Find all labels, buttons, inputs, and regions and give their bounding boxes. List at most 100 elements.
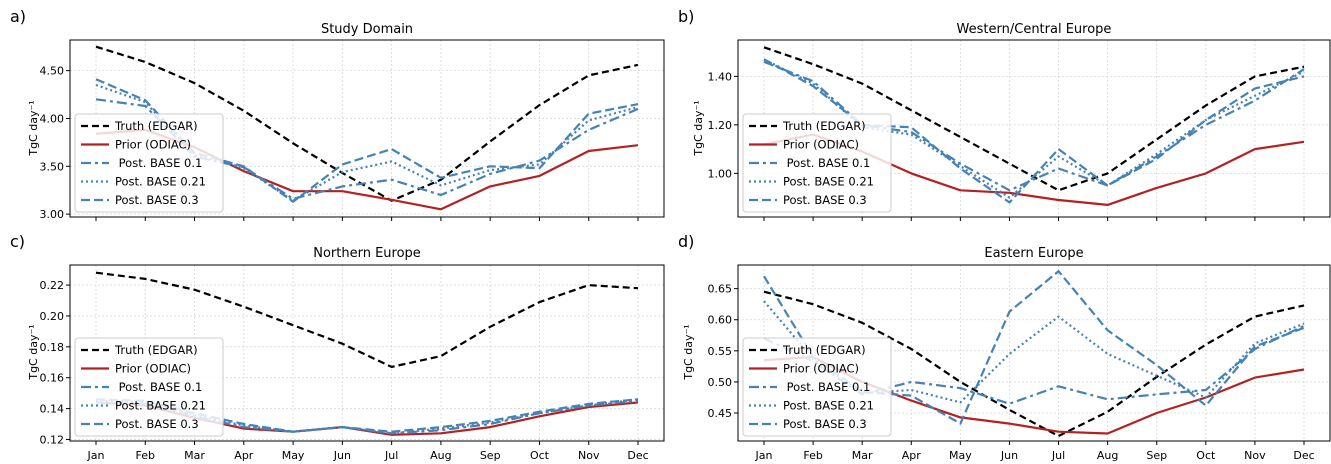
legend-label: Post. BASE 0.1	[783, 156, 870, 170]
legend-label: Truth (EDGAR)	[782, 343, 866, 357]
plot-area: 0.12 0.14 0.16 0.18 0.20 0.22 Jan Feb Mar Apr May J…	[40, 264, 665, 462]
y-tick-label: 0.45	[708, 407, 733, 420]
x-tick-label: Aug	[430, 449, 451, 462]
y-tick-label: 0.14	[40, 403, 65, 416]
x-tick-label: Oct	[530, 449, 550, 462]
series-line-truth	[95, 271, 639, 368]
x-tick-label: Aug	[1097, 449, 1118, 462]
x-tick-label: Mar	[184, 449, 205, 462]
y-tick-label: 0.20	[40, 310, 65, 323]
y-tick-label: 3.00	[40, 208, 65, 221]
legend-label: Post. BASE 0.21	[783, 175, 874, 189]
y-tick-label: 3.50	[40, 160, 65, 173]
plot-area: 0.45 0.50 0.55 0.60 0.65 Jan Feb Mar Apr May Jun Ju…	[708, 264, 1331, 462]
legend-box	[742, 113, 892, 213]
legend-label: Post. BASE 0.21	[115, 399, 206, 413]
y-axis-label: TgC day⁻¹	[682, 324, 695, 380]
legend-label: Prior (ODIAC)	[783, 138, 859, 152]
y-tick-label: 1.40	[708, 70, 733, 83]
series-line-truth	[95, 45, 639, 202]
legend-box	[742, 337, 892, 437]
legend-label: Truth (EDGAR)	[114, 343, 198, 357]
legend-box	[74, 113, 224, 213]
x-tick-label: Jun	[333, 449, 351, 462]
panel-d: d) Eastern Europe TgC day⁻¹ 0.45 0.50 0.55…	[678, 232, 1331, 462]
legend-label: Post. BASE 0.21	[783, 399, 874, 413]
panel-b: b) Western/Central Europe TgC day⁻¹ 1.00…	[678, 7, 1331, 221]
y-tick-label: 4.50	[40, 65, 65, 78]
panel-a: a) Study Domain TgC day⁻¹ 3.00 3.50 4.00 4.…	[10, 7, 665, 221]
legend-label: Post. BASE 0.1	[115, 380, 202, 394]
chart-title: Northern Europe	[313, 246, 421, 261]
legend-label: Post. BASE 0.1	[783, 380, 870, 394]
x-tick-label: Mar	[852, 449, 873, 462]
x-tick-label: Apr	[234, 449, 254, 462]
legend: Truth (EDGAR) Prior (ODIAC) Post. BASE 0.…	[74, 337, 224, 437]
legend-label: Truth (EDGAR)	[782, 119, 866, 133]
series-line-dotted	[95, 83, 639, 202]
chart-title: Western/Central Europe	[957, 22, 1112, 37]
legend: Truth (EDGAR) Prior (ODIAC) Post. BASE 0.…	[742, 337, 892, 437]
series-line-dashdot	[763, 324, 1305, 405]
legend-box	[74, 337, 224, 437]
y-axis-label: TgC day⁻¹	[692, 100, 705, 156]
plot-area: 1.00 1.20 1.40 Truth (EDGAR) Prior (ODIAC) P…	[708, 39, 1331, 221]
x-tick-label: Dec	[627, 449, 648, 462]
y-tick-label: 0.50	[708, 376, 733, 389]
legend-label: Prior (ODIAC)	[783, 362, 859, 376]
x-tick-label: Sep	[480, 449, 501, 462]
legend-label: Post. BASE 0.21	[115, 175, 206, 189]
series-line-truth	[763, 290, 1305, 438]
y-tick-label: 0.55	[708, 345, 733, 358]
plot-frame	[69, 264, 665, 442]
y-tick-label: 0.22	[40, 279, 65, 292]
chart-title: Study Domain	[321, 22, 413, 37]
x-tick-label: Oct	[1196, 449, 1216, 462]
x-tick-label: Jul	[384, 449, 398, 462]
x-tick-label: May	[949, 449, 972, 462]
y-tick-label: 4.00	[40, 112, 65, 125]
plot-frame	[69, 39, 665, 218]
legend-label: Truth (EDGAR)	[114, 119, 198, 133]
y-tick-label: 0.16	[40, 372, 65, 385]
y-tick-label: 0.65	[708, 283, 733, 296]
chart-title: Eastern Europe	[984, 246, 1083, 261]
x-tick-label: Jan	[87, 449, 105, 462]
legend-label: Post. BASE 0.3	[115, 193, 199, 207]
x-tick-label: Sep	[1146, 449, 1167, 462]
plot-area: 3.00 3.50 4.00 4.50 Truth (EDGAR) Prior (ODIA…	[40, 39, 665, 221]
legend: Truth (EDGAR) Prior (ODIAC) Post. BASE 0.…	[742, 113, 892, 213]
x-tick-label: Nov	[1244, 449, 1266, 462]
y-tick-label: 0.18	[40, 341, 65, 354]
legend-label: Prior (ODIAC)	[115, 138, 191, 152]
legend-label: Post. BASE 0.3	[783, 417, 867, 431]
x-tick-label: Feb	[136, 449, 155, 462]
y-tick-label: 1.00	[708, 167, 733, 180]
legend-label: Post. BASE 0.3	[115, 417, 199, 431]
x-tick-label: Jul	[1051, 449, 1065, 462]
x-tick-label: Nov	[578, 449, 600, 462]
legend-label: Post. BASE 0.3	[783, 193, 867, 207]
series-line-dashed	[95, 78, 639, 203]
panel-label: b)	[678, 7, 694, 26]
y-axis-label: TgC day⁻¹	[27, 100, 40, 156]
panel-label: c)	[10, 232, 25, 251]
plot-frame	[737, 264, 1331, 442]
x-tick-label: Feb	[803, 449, 822, 462]
panel-c: c) Northern Europe TgC day⁻¹ 0.120.140.1…	[10, 232, 665, 462]
x-tick-label: Jan	[755, 449, 773, 462]
x-tick-label: Dec	[1293, 449, 1314, 462]
legend-label: Prior (ODIAC)	[115, 362, 191, 376]
x-tick-label: May	[282, 449, 305, 462]
panel-label: a)	[10, 7, 26, 26]
y-tick-label: 0.60	[708, 314, 733, 327]
plot-frame	[737, 39, 1331, 218]
y-tick-label: 1.20	[708, 119, 733, 132]
panel-label: d)	[678, 232, 694, 251]
x-tick-label: Apr	[902, 449, 922, 462]
x-tick-label: Jun	[1000, 449, 1018, 462]
legend: Truth (EDGAR) Prior (ODIAC) Post. BASE 0.…	[74, 113, 224, 213]
y-tick-label: 0.12	[40, 433, 65, 446]
y-axis-label: TgC day⁻¹	[27, 324, 40, 380]
